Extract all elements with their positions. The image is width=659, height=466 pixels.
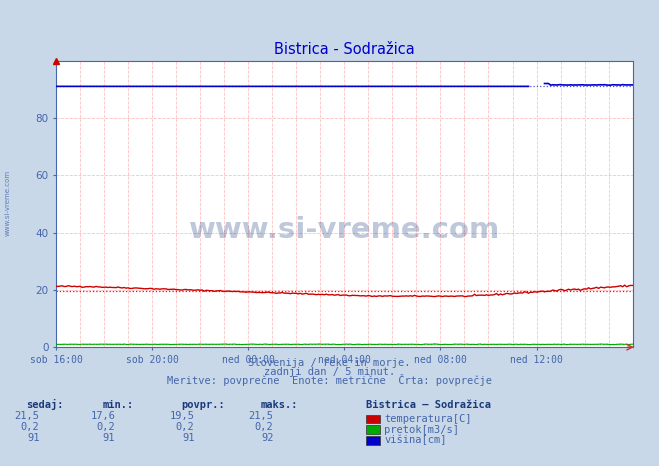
Text: 19,5: 19,5 <box>169 411 194 421</box>
Text: maks.:: maks.: <box>260 400 298 410</box>
Text: zadnji dan / 5 minut.: zadnji dan / 5 minut. <box>264 367 395 377</box>
Text: 0,2: 0,2 <box>255 422 273 432</box>
Text: 92: 92 <box>261 433 273 443</box>
Text: sedaj:: sedaj: <box>26 399 64 410</box>
Title: Bistrica - Sodražica: Bistrica - Sodražica <box>274 41 415 57</box>
Text: www.si-vreme.com: www.si-vreme.com <box>5 170 11 236</box>
Text: 91: 91 <box>182 433 194 443</box>
Text: 0,2: 0,2 <box>176 422 194 432</box>
Text: min.:: min.: <box>102 400 133 410</box>
Text: 91: 91 <box>103 433 115 443</box>
Text: 21,5: 21,5 <box>248 411 273 421</box>
Text: 21,5: 21,5 <box>14 411 40 421</box>
Text: povpr.:: povpr.: <box>181 400 225 410</box>
Text: pretok[m3/s]: pretok[m3/s] <box>384 425 459 435</box>
Text: 17,6: 17,6 <box>90 411 115 421</box>
Text: temperatura[C]: temperatura[C] <box>384 414 472 424</box>
Text: Meritve: povprečne  Enote: metrične  Črta: povprečje: Meritve: povprečne Enote: metrične Črta:… <box>167 375 492 386</box>
Text: www.si-vreme.com: www.si-vreme.com <box>188 216 500 244</box>
Text: 91: 91 <box>27 433 40 443</box>
Text: Slovenija / reke in morje.: Slovenija / reke in morje. <box>248 358 411 368</box>
Text: višina[cm]: višina[cm] <box>384 435 447 445</box>
Text: 0,2: 0,2 <box>97 422 115 432</box>
Text: Bistrica – Sodražica: Bistrica – Sodražica <box>366 400 491 410</box>
Text: 0,2: 0,2 <box>21 422 40 432</box>
